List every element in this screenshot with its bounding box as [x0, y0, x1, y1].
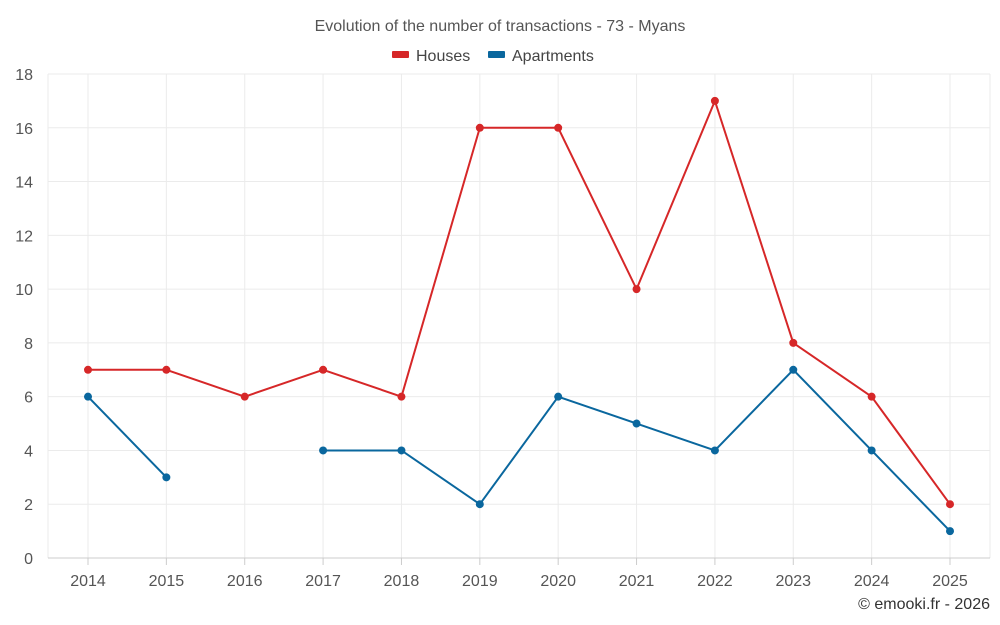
- data-point-apartments[interactable]: [867, 446, 876, 455]
- x-tick-label: 2023: [775, 573, 811, 590]
- series-line-apartments: [87, 395, 168, 479]
- legend-label-apartments[interactable]: Apartments: [512, 48, 594, 65]
- data-point-houses[interactable]: [710, 96, 719, 105]
- data-point-apartments[interactable]: [789, 365, 798, 374]
- data-point-apartments[interactable]: [710, 446, 719, 455]
- data-point-houses[interactable]: [84, 365, 92, 374]
- data-point-houses[interactable]: [162, 365, 171, 374]
- data-point-houses[interactable]: [632, 285, 641, 294]
- data-point-apartments[interactable]: [84, 392, 92, 401]
- x-tick-label: 2022: [697, 573, 733, 590]
- y-tick-label: 16: [15, 121, 33, 138]
- y-tick-label: 14: [15, 175, 33, 192]
- x-tick-label: 2014: [70, 573, 106, 590]
- x-tick-label: 2021: [619, 573, 655, 590]
- chart-title: Evolution of the number of transactions …: [315, 18, 686, 35]
- data-point-apartments[interactable]: [475, 500, 484, 509]
- y-tick-label: 6: [24, 390, 33, 407]
- axes: [48, 557, 990, 565]
- data-point-houses[interactable]: [554, 123, 563, 132]
- y-tick-label: 18: [15, 67, 33, 84]
- series-houses: [84, 96, 954, 509]
- data-point-houses[interactable]: [397, 392, 406, 401]
- series-apartments: [84, 365, 954, 536]
- y-tick-label: 12: [15, 228, 33, 245]
- legend-swatch-houses[interactable]: [392, 51, 409, 58]
- y-axis: 0 2 4 6 8 10 12 14 16 18: [15, 67, 33, 568]
- x-axis: 2014 2015 2016 2017 2018 2019 2020 2021 2022 2023…: [70, 573, 968, 590]
- data-point-apartments[interactable]: [554, 392, 563, 401]
- data-point-houses[interactable]: [319, 365, 328, 374]
- x-tick-label: 2016: [227, 573, 263, 590]
- y-tick-label: 0: [24, 551, 33, 568]
- x-tick-label: 2015: [149, 573, 185, 590]
- data-point-houses[interactable]: [240, 392, 249, 401]
- grid: [47, 73, 991, 558]
- legend: Houses Apartments: [392, 48, 594, 65]
- x-tick-label: 2024: [854, 573, 890, 590]
- data-point-houses[interactable]: [946, 500, 954, 509]
- x-tick-label: 2017: [305, 573, 341, 590]
- data-point-apartments[interactable]: [632, 419, 641, 428]
- y-tick-label: 10: [15, 282, 33, 299]
- credit-text: © emooki.fr - 2026: [858, 596, 990, 613]
- series-layer: [84, 96, 954, 536]
- y-tick-label: 2: [24, 497, 33, 514]
- legend-swatch-apartments[interactable]: [488, 51, 505, 58]
- data-point-apartments[interactable]: [946, 527, 954, 536]
- y-tick-label: 4: [24, 443, 33, 460]
- x-tick-label: 2025: [932, 573, 968, 590]
- x-tick-label: 2018: [384, 573, 420, 590]
- data-point-houses[interactable]: [789, 338, 798, 347]
- data-point-apartments[interactable]: [397, 446, 406, 455]
- y-tick-label: 8: [24, 336, 33, 353]
- legend-label-houses[interactable]: Houses: [416, 48, 470, 65]
- x-tick-label: 2020: [540, 573, 576, 590]
- data-point-houses[interactable]: [475, 123, 484, 132]
- data-point-apartments[interactable]: [319, 446, 328, 455]
- x-tick-label: 2019: [462, 573, 498, 590]
- series-line-houses: [88, 99, 951, 505]
- data-point-apartments[interactable]: [162, 473, 171, 482]
- data-point-houses[interactable]: [867, 392, 876, 401]
